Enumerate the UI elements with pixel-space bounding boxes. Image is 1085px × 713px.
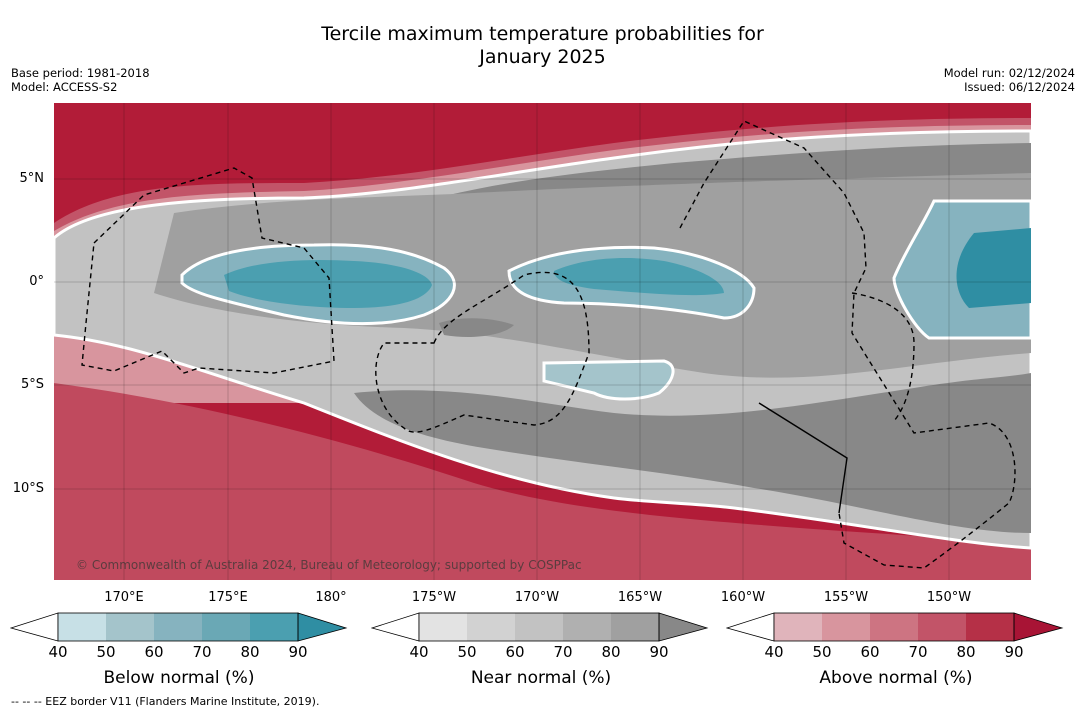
- lat-label-0: 0°: [29, 274, 44, 289]
- cbar-near-tick: 60: [505, 643, 525, 661]
- cbar-below-tip-right: [297, 612, 348, 642]
- near-dark-south: [354, 373, 1031, 533]
- cbar-below-swatch: [58, 613, 106, 641]
- eez-kiribati-gilbert: [81, 167, 335, 374]
- base-period-text: Base period: 1981-2018: [11, 66, 150, 80]
- cbar-below-tick: 60: [144, 643, 164, 661]
- below-blob-west-core: [224, 259, 432, 308]
- colorbar-near: [371, 612, 709, 642]
- cbar-near-swatch: [419, 613, 467, 641]
- cbar-above-swatch: [822, 613, 870, 641]
- cbar-below-swatch: [202, 613, 250, 641]
- eez-footnote: -- -- -- EEZ border V11 (Flanders Marine…: [11, 695, 320, 708]
- cbar-below-title: Below normal (%): [103, 668, 255, 688]
- cbar-above-tick: 70: [908, 643, 928, 661]
- lon-label-150w: 150°W: [926, 590, 972, 605]
- lon-label-155w: 155°W: [823, 590, 869, 605]
- lon-label-175e: 175°E: [208, 590, 248, 605]
- cbar-above-title: Above normal (%): [819, 668, 973, 688]
- cbar-above-swatch: [966, 613, 1014, 641]
- cbar-below-tick: 50: [96, 643, 116, 661]
- cbar-below-tick: 80: [240, 643, 260, 661]
- cbar-above-swatch: [774, 613, 822, 641]
- cbar-near-tip-left: [371, 612, 420, 642]
- probability-map: [54, 103, 1031, 580]
- below-blob-south: [542, 359, 675, 401]
- cbar-below-tip-left: [10, 612, 59, 642]
- cbar-above-tip-right: [1013, 612, 1064, 642]
- near-dark-center: [439, 318, 514, 337]
- cbar-near-swatch: [611, 613, 659, 641]
- cbar-near-title: Near normal (%): [470, 668, 612, 688]
- cbar-near-swatch: [563, 613, 611, 641]
- eez-line-east: [851, 292, 915, 422]
- lon-label-165w: 165°W: [617, 590, 663, 605]
- cbar-below-tick: 40: [48, 643, 68, 661]
- below-blob-center-core: [554, 258, 724, 296]
- cbar-above-tick: 40: [764, 643, 784, 661]
- cbar-above-tick: 80: [956, 643, 976, 661]
- cbar-below-tick: 70: [192, 643, 212, 661]
- copyright-text: © Commonwealth of Australia 2024, Bureau…: [76, 558, 582, 572]
- model-run-text: Model run: 02/12/2024: [943, 66, 1075, 80]
- cbar-above-swatch: [870, 613, 918, 641]
- colorbar-below: [10, 612, 348, 642]
- cbar-near-tick: 40: [409, 643, 429, 661]
- cbar-below-swatch: [106, 613, 154, 641]
- cbar-above-tick: 50: [812, 643, 832, 661]
- lat-label-10s: 10°S: [12, 481, 44, 496]
- graticule: [54, 103, 1031, 580]
- cbar-above-tip-left: [726, 612, 775, 642]
- cbar-near-tick: 90: [649, 643, 669, 661]
- cbar-near-tick: 50: [457, 643, 477, 661]
- lon-label-180: 180°: [315, 590, 347, 605]
- colorbar-above: [726, 612, 1064, 642]
- cbar-above-tick: 90: [1004, 643, 1024, 661]
- meta-right: Model run: 02/12/2024 Issued: 06/12/2024: [944, 66, 1075, 94]
- model-text: Model: ACCESS-S2: [11, 80, 118, 94]
- cbar-above-tick: 60: [860, 643, 880, 661]
- cbar-near-tick: 70: [553, 643, 573, 661]
- meta-left: Base period: 1981-2018 Model: ACCESS-S2: [11, 66, 150, 94]
- cbar-below-tick: 90: [288, 643, 308, 661]
- cbar-below-swatch: [250, 613, 298, 641]
- lon-label-175w: 175°W: [411, 590, 457, 605]
- lon-label-170w: 170°W: [514, 590, 560, 605]
- lon-label-160w: 160°W: [720, 590, 766, 605]
- above-band-south: [54, 383, 1031, 580]
- cbar-near-swatch: [515, 613, 563, 641]
- issued-text: Issued: 06/12/2024: [964, 80, 1075, 94]
- below-blob-east-core: [956, 228, 1031, 308]
- lat-label-5s: 5°S: [20, 377, 44, 392]
- chart-title-line2: January 2025: [479, 46, 606, 68]
- lat-label-5n: 5°N: [19, 171, 45, 186]
- eez-solid-segment: [758, 402, 848, 514]
- cbar-below-swatch: [154, 613, 202, 641]
- eez-line-islands: [679, 120, 1016, 569]
- eez-borders: [81, 120, 1016, 569]
- eez-howland-baker: [375, 271, 590, 433]
- lon-label-170e: 170°E: [104, 590, 144, 605]
- cbar-near-tick: 80: [601, 643, 621, 661]
- cbar-above-swatch: [918, 613, 966, 641]
- cbar-near-tip-right: [658, 612, 709, 642]
- chart-title-line1: Tercile maximum temperature probabilitie…: [321, 23, 764, 45]
- cbar-near-swatch: [467, 613, 515, 641]
